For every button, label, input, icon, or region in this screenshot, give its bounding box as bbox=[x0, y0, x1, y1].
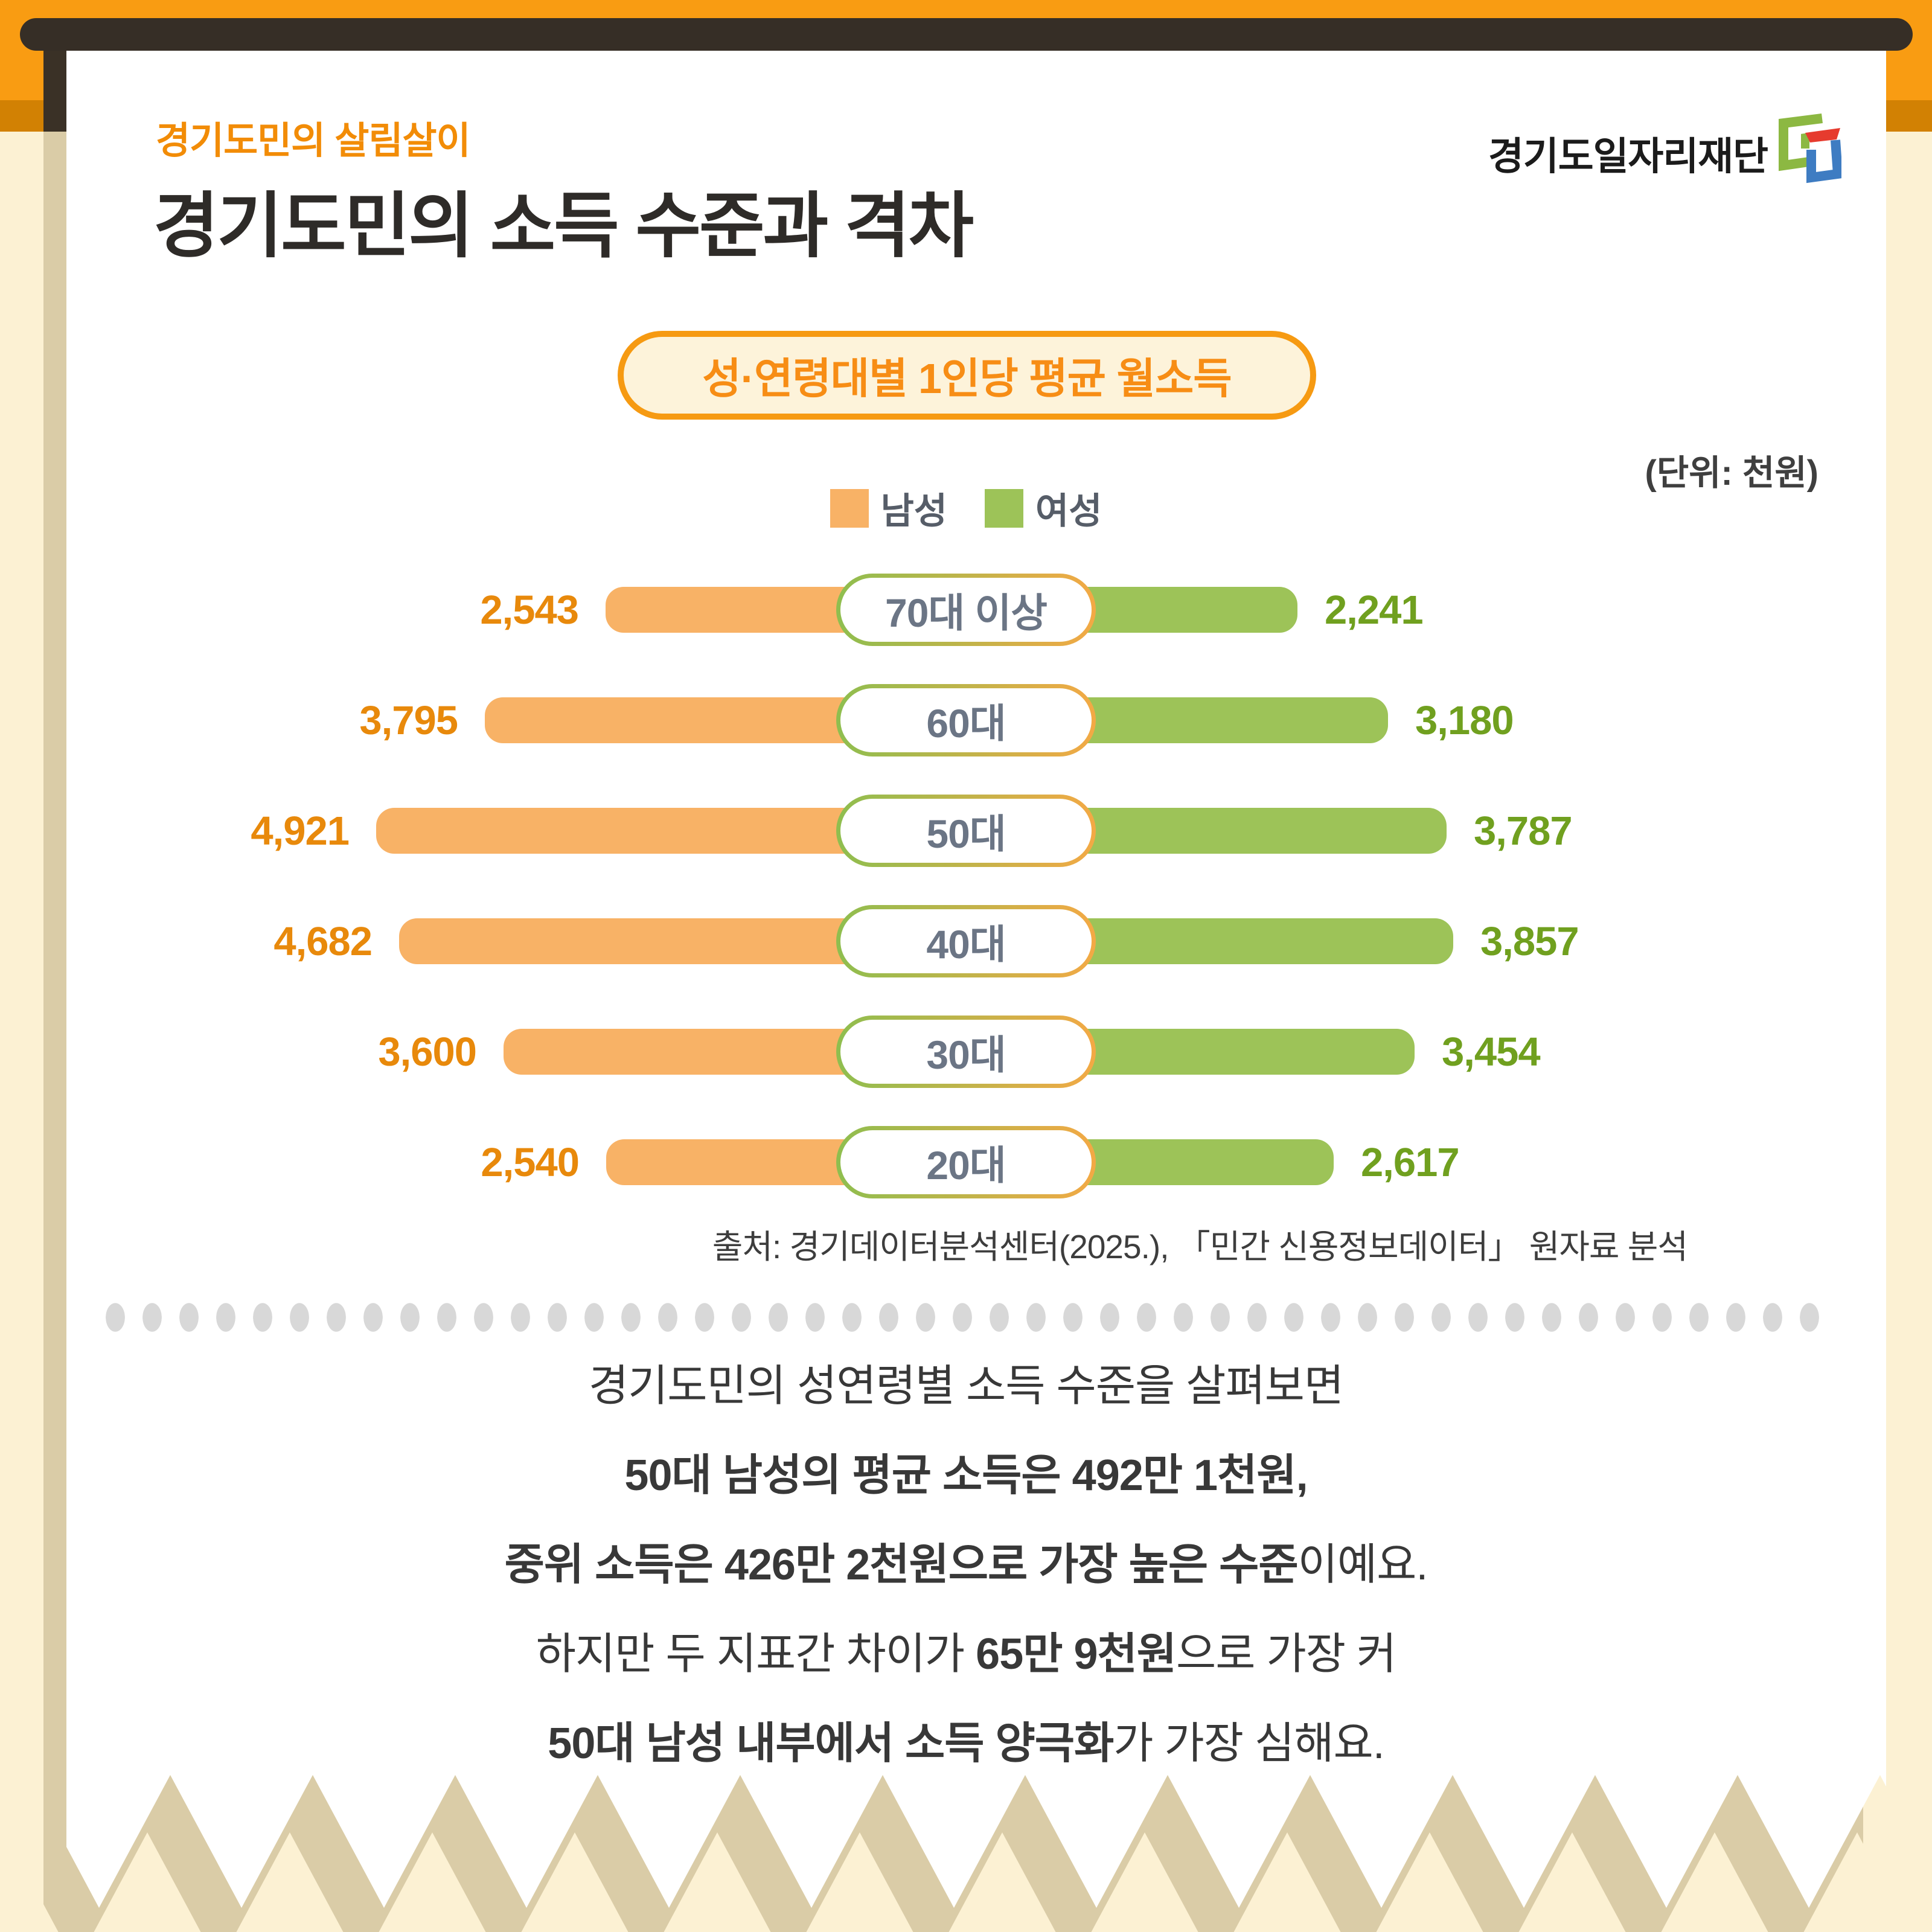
value-label-female: 3,180 bbox=[1415, 697, 1514, 743]
legend-swatch-female bbox=[985, 488, 1023, 528]
organization-logo: 경기도일자리재단 bbox=[1488, 100, 1841, 185]
summary-segment: 하지만 두 지표간 차이가 bbox=[536, 1630, 976, 1678]
chart-row: 3,795 3,180 60대 bbox=[0, 684, 1932, 756]
value-label-male: 3,600 bbox=[378, 1029, 477, 1075]
age-group-pill: 20대 bbox=[836, 1126, 1096, 1198]
value-label-female: 2,241 bbox=[1325, 587, 1424, 633]
logo-mark-icon bbox=[1779, 114, 1841, 184]
chart-title-badge: 성·연령대별 1인당 평균 월소득 bbox=[618, 331, 1316, 420]
summary-segment: 경기도민의 성연령별 소득 수준을 살펴보면 bbox=[588, 1362, 1344, 1410]
age-group-pill: 30대 bbox=[836, 1016, 1096, 1088]
age-group-label: 50대 bbox=[840, 799, 1092, 863]
age-group-pill: 40대 bbox=[836, 905, 1096, 977]
legend-swatch-male bbox=[830, 488, 869, 528]
source-note: 출처: 경기데이터분석센터(2025.), 「민간 신용정보데이터」 원자료 분… bbox=[712, 1228, 1688, 1265]
age-group-label: 20대 bbox=[840, 1130, 1092, 1194]
chart-row: 2,543 2,241 70대 이상 bbox=[0, 574, 1932, 646]
page-title: 경기도민의 소득 수준과 격차 bbox=[153, 187, 974, 266]
legend-label-female: 여성 bbox=[1035, 491, 1102, 531]
value-label-female: 2,617 bbox=[1361, 1139, 1460, 1185]
value-label-female: 3,454 bbox=[1442, 1029, 1541, 1075]
clipboard-bar bbox=[20, 18, 1913, 51]
unit-note: (단위: 천원) bbox=[1645, 453, 1819, 493]
summary-line: 50대 남성의 평균 소득은 492만 1천원, bbox=[0, 1431, 1932, 1520]
value-label-male: 4,682 bbox=[273, 918, 373, 964]
age-group-label: 30대 bbox=[840, 1020, 1092, 1084]
summary-segment: 으로 가장 커 bbox=[1176, 1630, 1396, 1678]
dotted-divider bbox=[97, 1302, 1835, 1333]
summary-line: 하지만 두 지표간 차이가 65만 9천원으로 가장 커 bbox=[0, 1610, 1932, 1699]
value-label-male: 3,795 bbox=[359, 697, 458, 743]
summary-segment-bold: 50대 남성의 평균 소득은 492만 1천원, bbox=[624, 1451, 1308, 1500]
logo-text: 경기도일자리재단 bbox=[1488, 135, 1768, 178]
age-group-label: 70대 이상 bbox=[840, 578, 1092, 642]
chart-row: 4,682 3,857 40대 bbox=[0, 905, 1932, 977]
age-group-pill: 70대 이상 bbox=[836, 574, 1096, 646]
summary-segment: 이예요. bbox=[1297, 1541, 1428, 1589]
summary-line: 경기도민의 성연령별 소득 수준을 살펴보면 bbox=[0, 1342, 1932, 1431]
summary-segment-bold: 65만 9천원 bbox=[976, 1630, 1177, 1678]
age-group-label: 40대 bbox=[840, 909, 1092, 973]
summary-line: 중위 소득은 426만 2천원으로 가장 높은 수준이예요. bbox=[0, 1520, 1932, 1610]
value-label-male: 4,921 bbox=[251, 808, 350, 854]
age-group-pill: 60대 bbox=[836, 684, 1096, 756]
age-group-label: 60대 bbox=[840, 688, 1092, 752]
legend-label-male: 남성 bbox=[880, 491, 947, 531]
summary-text-block: 경기도민의 성연령별 소득 수준을 살펴보면 50대 남성의 평균 소득은 492… bbox=[0, 1342, 1932, 1788]
chart-row: 2,540 2,617 20대 bbox=[0, 1126, 1932, 1198]
summary-segment: 가 가장 심해요. bbox=[1113, 1719, 1384, 1768]
eyebrow-title: 경기도민의 살림살이 bbox=[156, 120, 471, 162]
value-label-male: 2,543 bbox=[480, 587, 579, 633]
value-label-female: 3,857 bbox=[1480, 918, 1579, 964]
value-label-male: 2,540 bbox=[481, 1139, 580, 1185]
summary-line: 50대 남성 내부에서 소득 양극화가 가장 심해요. bbox=[0, 1699, 1932, 1788]
summary-segment-bold: 50대 남성 내부에서 소득 양극화 bbox=[548, 1719, 1114, 1768]
chart-legend: 남성 여성 bbox=[0, 482, 1932, 534]
summary-segment-bold: 중위 소득은 426만 2천원으로 가장 높은 수준 bbox=[504, 1541, 1299, 1589]
chart-row: 3,600 3,454 30대 bbox=[0, 1016, 1932, 1088]
age-group-pill: 50대 bbox=[836, 795, 1096, 867]
chart-row: 4,921 3,787 50대 bbox=[0, 795, 1932, 867]
value-label-female: 3,787 bbox=[1474, 808, 1573, 854]
